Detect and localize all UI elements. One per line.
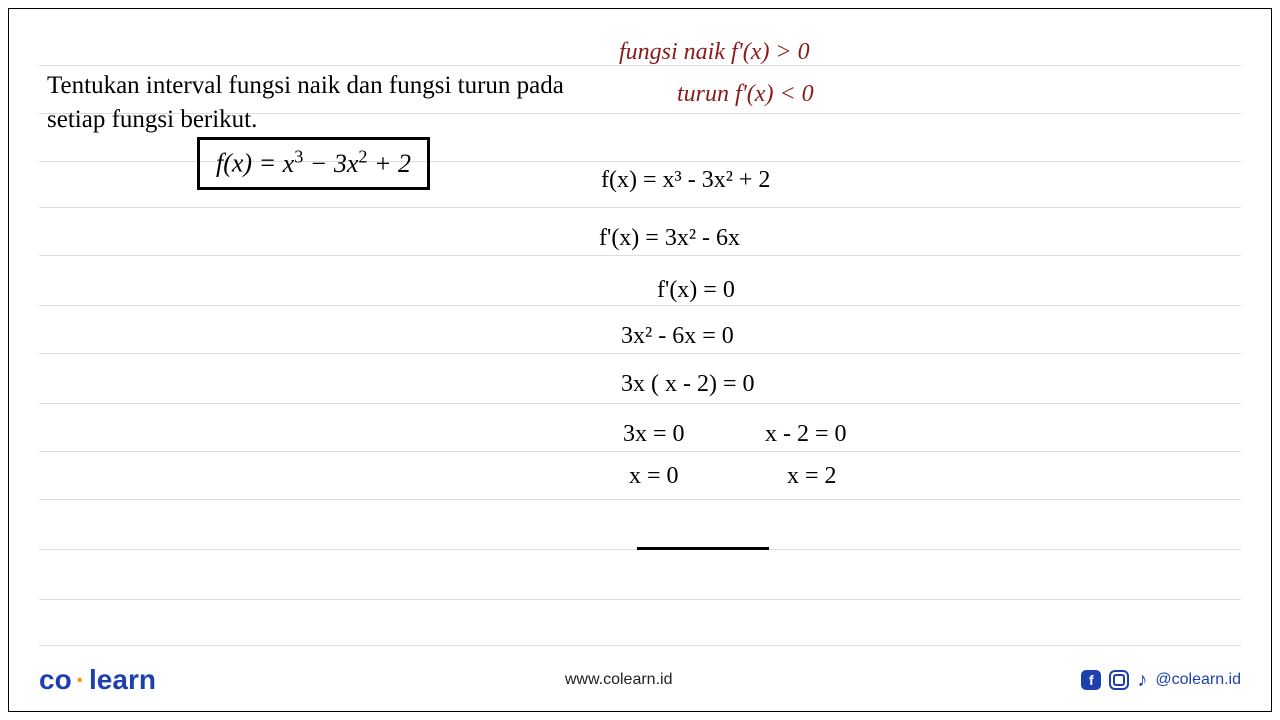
work-line-1: f(x) = x³ - 3x² + 2: [601, 167, 770, 194]
work-line-7b: x = 2: [787, 463, 837, 490]
instagram-icon: [1109, 670, 1129, 690]
social-handle: @colearn.id: [1155, 671, 1241, 689]
tiktok-icon: ♪: [1137, 669, 1147, 692]
logo-part-2: learn: [89, 664, 156, 695]
ruled-line: [39, 255, 1241, 256]
formula-eq: =: [259, 149, 283, 178]
work-line-3: f'(x) = 0: [657, 277, 735, 304]
ruled-line: [39, 207, 1241, 208]
formula-term: x3 − 3x2 + 2: [283, 149, 411, 178]
logo: co·learn: [39, 664, 156, 696]
ruled-line: [39, 353, 1241, 354]
ruled-line: [39, 645, 1241, 646]
work-line-7a: x = 0: [629, 463, 679, 490]
facebook-icon: f: [1081, 670, 1101, 690]
ruled-line: [39, 305, 1241, 306]
ruled-line: [39, 451, 1241, 452]
work-line-5: 3x ( x - 2) = 0: [621, 371, 755, 398]
ruled-line: [39, 599, 1241, 600]
work-line-2: f'(x) = 3x² - 6x: [599, 225, 740, 252]
page-frame: Tentukan interval fungsi naik dan fungsi…: [8, 8, 1272, 712]
social-icons: f ♪ @colearn.id: [1081, 669, 1241, 692]
formula-box: f(x) = x3 − 3x2 + 2: [197, 137, 430, 190]
note-increasing: fungsi naik f'(x) > 0: [619, 39, 810, 66]
logo-part-1: co: [39, 664, 72, 695]
ruled-line: [39, 499, 1241, 500]
question-text: Tentukan interval fungsi naik dan fungsi…: [47, 69, 587, 137]
number-line-segment: [637, 547, 769, 550]
formula-lhs: f(x): [216, 149, 252, 178]
work-line-4: 3x² - 6x = 0: [621, 323, 734, 350]
work-line-6a: 3x = 0: [623, 421, 685, 448]
note-decreasing: turun f'(x) < 0: [677, 81, 814, 108]
ruled-line: [39, 403, 1241, 404]
footer-url: www.colearn.id: [565, 671, 673, 689]
footer: co·learn www.colearn.id f ♪ @colearn.id: [39, 664, 1241, 696]
work-line-6b: x - 2 = 0: [765, 421, 847, 448]
logo-dot: ·: [76, 664, 85, 695]
